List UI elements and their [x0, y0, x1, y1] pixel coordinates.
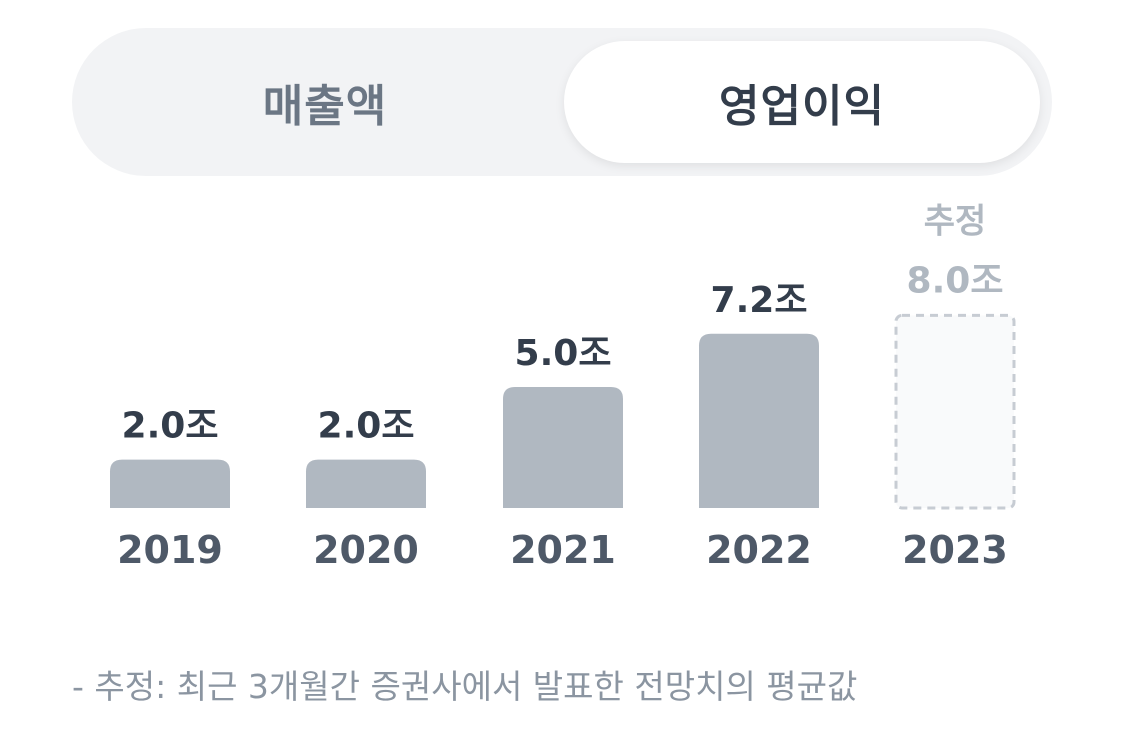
- value-label-2021: 5.0조: [515, 333, 612, 374]
- bar-2019: [110, 459, 230, 508]
- value-label-2022: 7.2조: [711, 280, 808, 321]
- estimate-tag: 추정: [924, 201, 987, 241]
- category-label-2020: 2020: [313, 528, 419, 572]
- category-label-2023: 2023: [902, 528, 1008, 572]
- bar-2022: [699, 333, 819, 508]
- tab-revenue[interactable]: 매출액: [262, 81, 388, 132]
- category-label-2019: 2019: [117, 528, 223, 572]
- category-label-2022: 2022: [706, 528, 812, 572]
- metric-tab-switcher: 매출액 영업이익: [72, 28, 1052, 176]
- category-label-2021: 2021: [510, 528, 616, 572]
- tab-operating-profit[interactable]: 영업이익: [564, 41, 1040, 163]
- operating-profit-bar-chart: 2.0조 2019 2.0조 2020 5.0조 2021 7.2조 2022 추정 8.0조 20…: [110, 201, 1016, 572]
- estimate-footnote: - 추정: 최근 3개월간 증권사에서 발표한 전망치의 평균값: [72, 667, 858, 706]
- bar-2020: [306, 459, 426, 508]
- value-label-2019: 2.0조: [122, 406, 219, 447]
- value-label-2020: 2.0조: [318, 406, 415, 447]
- bar-estimate-2023: [894, 313, 1016, 510]
- bar-2021: [503, 387, 623, 508]
- value-label-2023: 8.0조: [907, 260, 1004, 301]
